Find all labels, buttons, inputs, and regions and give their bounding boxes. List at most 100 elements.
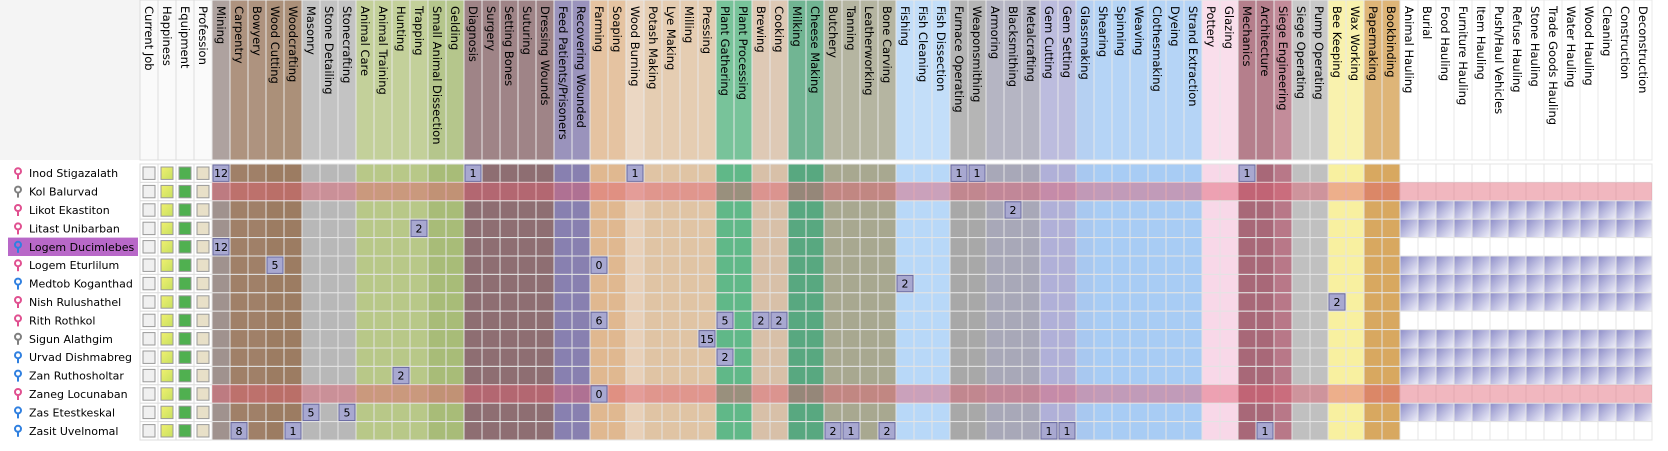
labor-cell[interactable] [391,218,411,239]
labor-cell[interactable] [1633,255,1653,275]
labor-cell[interactable] [1201,273,1221,294]
labor-cell[interactable] [535,365,555,386]
labor-cell[interactable] [733,218,753,239]
labor-cell[interactable] [625,347,645,367]
labor-cell[interactable] [1075,310,1095,331]
labor-cell[interactable] [265,273,285,294]
labor-cell[interactable] [1237,273,1257,294]
labor-cell[interactable] [391,200,411,220]
labor-cell[interactable] [1093,163,1113,183]
labor-cell[interactable] [679,347,699,367]
labor-cell[interactable] [337,347,357,367]
labor-cell[interactable] [337,200,357,220]
labor-cell[interactable] [1579,255,1599,275]
labor-cell[interactable] [805,347,825,367]
labor-cell[interactable] [571,402,591,423]
labor-cell[interactable] [1597,329,1617,349]
labor-cell[interactable] [229,255,249,275]
labor-cell[interactable] [913,402,933,423]
labor-cell[interactable] [751,402,771,423]
labor-cell[interactable] [949,402,969,423]
labor-cell[interactable] [1363,218,1383,239]
labor-cell[interactable] [1201,218,1221,239]
labor-cell[interactable] [1363,237,1383,257]
labor-cell[interactable] [625,255,645,275]
labor-cell[interactable] [1057,200,1077,220]
labor-cell[interactable] [985,310,1005,331]
labor-cell[interactable] [319,237,339,257]
dwarf-name[interactable]: Medtob Koganthad [29,278,133,291]
labor-cell[interactable] [841,402,861,423]
labor-cell[interactable] [805,292,825,312]
labor-cell[interactable] [1111,310,1131,331]
labor-cell[interactable] [1363,402,1383,423]
labor-cell[interactable] [1003,237,1023,257]
labor-cell[interactable] [643,347,663,367]
labor-cell[interactable] [1579,292,1599,312]
labor-cell[interactable] [301,273,321,294]
labor-cell[interactable] [823,218,843,239]
labor-cell[interactable] [391,402,411,423]
labor-cell[interactable] [283,329,303,349]
labor-cell[interactable] [1525,421,1545,441]
labor-cell[interactable] [337,273,357,294]
labor-cell[interactable] [985,421,1005,441]
labor-cell[interactable] [337,421,357,441]
labor-cell[interactable] [1363,310,1383,331]
labor-cell[interactable] [733,402,753,423]
labor-cell[interactable] [787,200,807,220]
labor-cell[interactable] [1525,310,1545,331]
labor-cell[interactable] [859,273,879,294]
labor-cell[interactable] [1075,329,1095,349]
labor-cell[interactable] [1435,218,1455,239]
labor-cell[interactable] [1255,292,1275,312]
labor-cell[interactable] [1255,402,1275,423]
labor-cell[interactable] [931,237,951,257]
labor-cell[interactable] [1399,292,1419,312]
labor-cell[interactable] [877,163,897,183]
labor-cell[interactable] [445,237,465,257]
labor-cell[interactable] [607,421,627,441]
labor-cell[interactable] [535,255,555,275]
labor-cell[interactable] [283,292,303,312]
labor-cell[interactable] [1471,365,1491,386]
labor-cell[interactable] [589,421,609,441]
labor-cell[interactable] [949,329,969,349]
labor-cell[interactable] [1273,200,1293,220]
labor-cell[interactable] [1453,402,1473,423]
labor-cell[interactable] [1399,273,1419,294]
labor-cell[interactable] [1129,347,1149,367]
labor-cell[interactable] [625,402,645,423]
labor-cell[interactable] [1327,273,1347,294]
labor-cell[interactable] [1615,310,1635,331]
labor-cell[interactable] [571,255,591,275]
labor-cell[interactable] [481,347,501,367]
labor-cell[interactable] [931,329,951,349]
labor-cell[interactable] [643,292,663,312]
labor-cell[interactable] [805,421,825,441]
labor-cell[interactable] [841,365,861,386]
labor-cell[interactable] [841,163,861,183]
labor-cell[interactable] [1453,273,1473,294]
labor-cell[interactable] [1183,365,1203,386]
labor-cell[interactable] [1381,200,1401,220]
labor-cell[interactable] [1597,163,1617,183]
labor-cell[interactable] [985,237,1005,257]
labor-cell[interactable] [1093,218,1113,239]
labor-cell[interactable] [391,421,411,441]
labor-cell[interactable] [1291,200,1311,220]
labor-cell[interactable] [1273,329,1293,349]
labor-cell[interactable] [895,218,915,239]
labor-cell[interactable] [1579,218,1599,239]
labor-cell[interactable] [985,163,1005,183]
labor-cell[interactable] [1633,421,1653,441]
labor-cell[interactable] [1525,200,1545,220]
labor-cell[interactable] [1039,273,1059,294]
labor-cell[interactable] [661,255,681,275]
labor-cell[interactable] [391,310,411,331]
labor-cell[interactable] [337,237,357,257]
labor-cell[interactable] [463,329,483,349]
labor-cell[interactable] [1399,310,1419,331]
labor-cell[interactable] [319,292,339,312]
labor-cell[interactable] [895,292,915,312]
